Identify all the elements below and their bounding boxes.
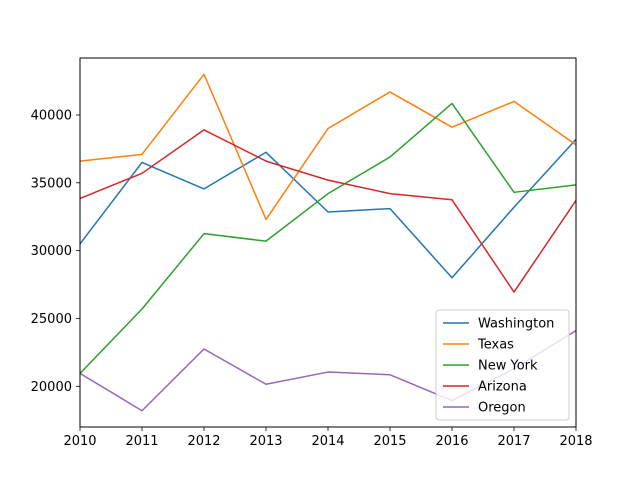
series-line-texas [80,73,576,221]
y-tick-label: 25000 [31,312,72,327]
x-tick-label: 2010 [63,434,96,449]
y-tick-label: 20000 [31,380,72,395]
series-line-arizona [80,129,576,293]
series-line-washington [80,138,576,279]
y-tick-label: 30000 [31,244,72,259]
legend-label-texas: Texas [477,338,514,353]
legend-label-new-york: New York [478,359,538,374]
x-tick-label: 2012 [187,434,220,449]
legend-label-arizona: Arizona [478,380,527,395]
y-tick-label: 40000 [31,108,72,123]
x-tick-label: 2018 [559,434,592,449]
legend-label-oregon: Oregon [478,401,526,416]
legend-label-washington: Washington [478,317,554,332]
x-axis: 2010 2011 2012 2013 2014 2015 2016 2017 2018 [63,427,593,449]
legend-box [435,309,570,421]
x-tick-label: 2017 [497,434,530,449]
series-line-new-york [80,102,576,375]
x-tick-label: 2016 [435,434,468,449]
x-tick-label: 2011 [125,434,158,449]
x-tick-label: 2014 [311,434,344,449]
x-tick-label: 2015 [373,434,406,449]
y-axis: 20000 25000 30000 35000 40000 [31,108,80,395]
y-tick-label: 35000 [31,176,72,191]
legend: Washington Texas New York Arizona Oregon [435,309,570,421]
series-layer [80,73,576,412]
x-tick-label: 2013 [249,434,282,449]
